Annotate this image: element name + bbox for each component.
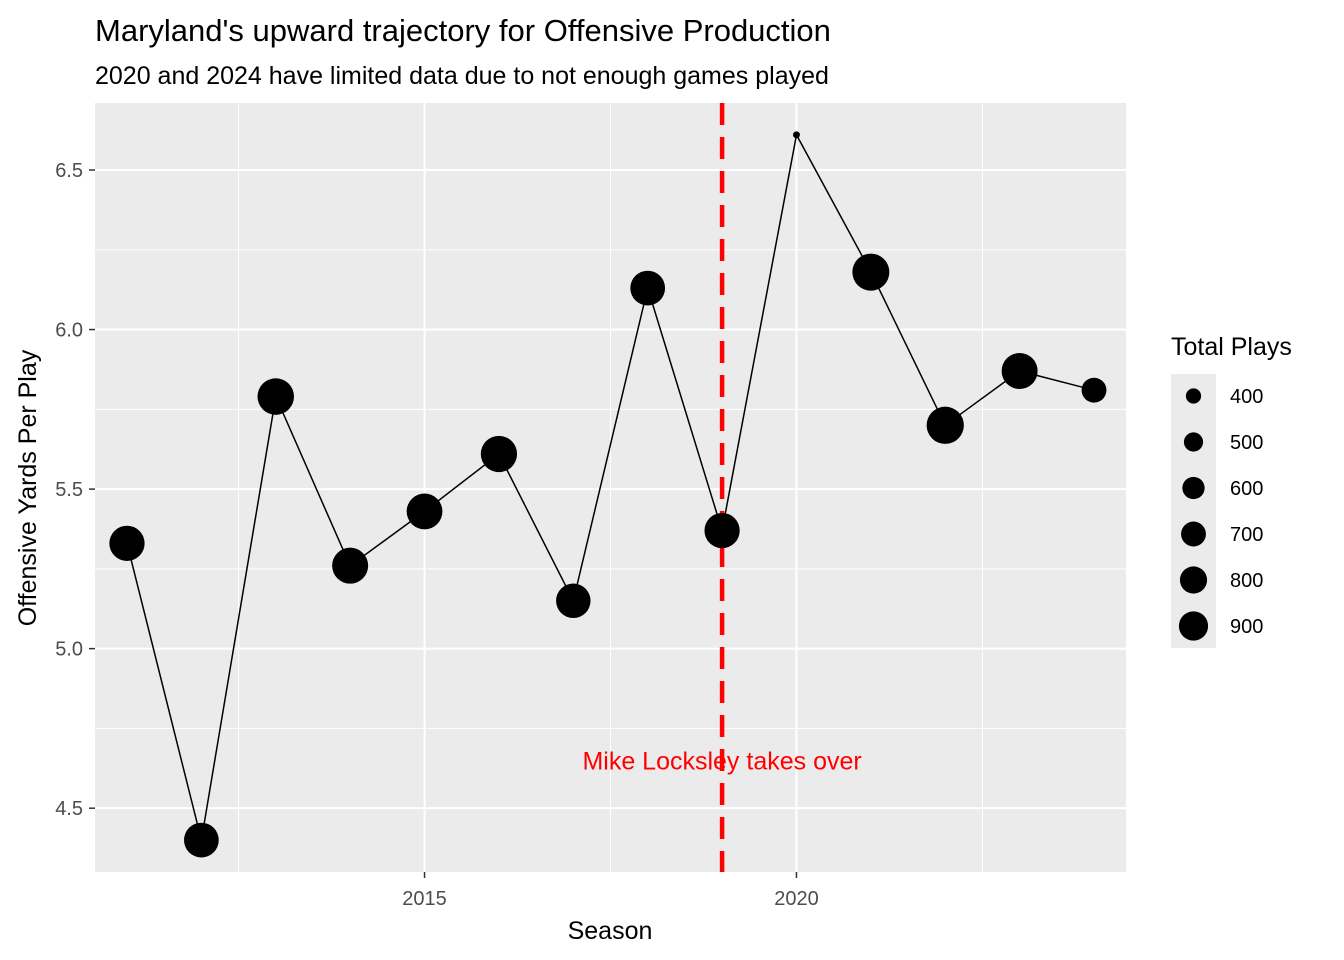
y-tick-label: 6.0 [55,320,83,342]
annotation-locksley: Mike Locksley takes over [582,747,861,775]
legend-key [1179,566,1208,594]
y-tick-label: 5.0 [55,639,83,661]
data-point [332,547,369,584]
data-point [704,512,740,549]
y-tick-label: 6.5 [55,160,83,182]
data-point [1001,353,1038,390]
y-axis-title: Offensive Yards Per Play [14,349,42,626]
annotation-group: Mike Locksley takes over [582,747,861,775]
legend-key-background [1171,374,1216,648]
legend-key [1183,432,1204,452]
legend-key [1178,611,1209,641]
legend-title: Total Plays [1171,333,1292,361]
series-line [126,132,1095,841]
legend-label: 500 [1230,432,1263,454]
legend-key [1185,388,1202,404]
legend-label: 700 [1230,524,1263,546]
legend-label: 600 [1230,478,1263,500]
y-axis: 4.5 5.0 5.5 6.0 6.5 [55,160,95,820]
data-point [556,583,591,619]
data-point [630,270,666,306]
chart-subtitle: 2020 and 2024 have limited data due to n… [95,62,829,90]
y-tick-label: 5.5 [55,479,83,501]
x-tick-label: 2020 [774,888,819,910]
legend-label: 400 [1230,386,1263,408]
data-point [184,822,219,858]
x-tick-label: 2015 [402,888,447,910]
data-point [406,493,443,530]
data-point [109,525,145,561]
data-point [852,253,890,291]
data-points [109,131,1107,858]
legend-key [1182,476,1205,500]
data-point [257,378,295,415]
x-axis-title: Season [568,917,653,945]
y-tick-label: 4.5 [55,798,83,820]
data-point [480,435,518,473]
legend: Total Plays 400 500 600 700 800 900 [1171,333,1292,648]
data-point [926,406,964,444]
series-line-group [126,132,1095,841]
grid-major [95,103,1126,872]
data-point [1081,377,1107,403]
legend-label: 800 [1230,570,1263,592]
chart-title: Maryland's upward trajectory for Offensi… [95,13,831,48]
x-axis: 2015 2020 [402,872,819,910]
legend-key [1181,521,1206,547]
data-point [792,131,800,139]
legend-label: 900 [1230,616,1263,638]
legend-entries: 400 500 600 700 800 900 [1178,386,1263,641]
